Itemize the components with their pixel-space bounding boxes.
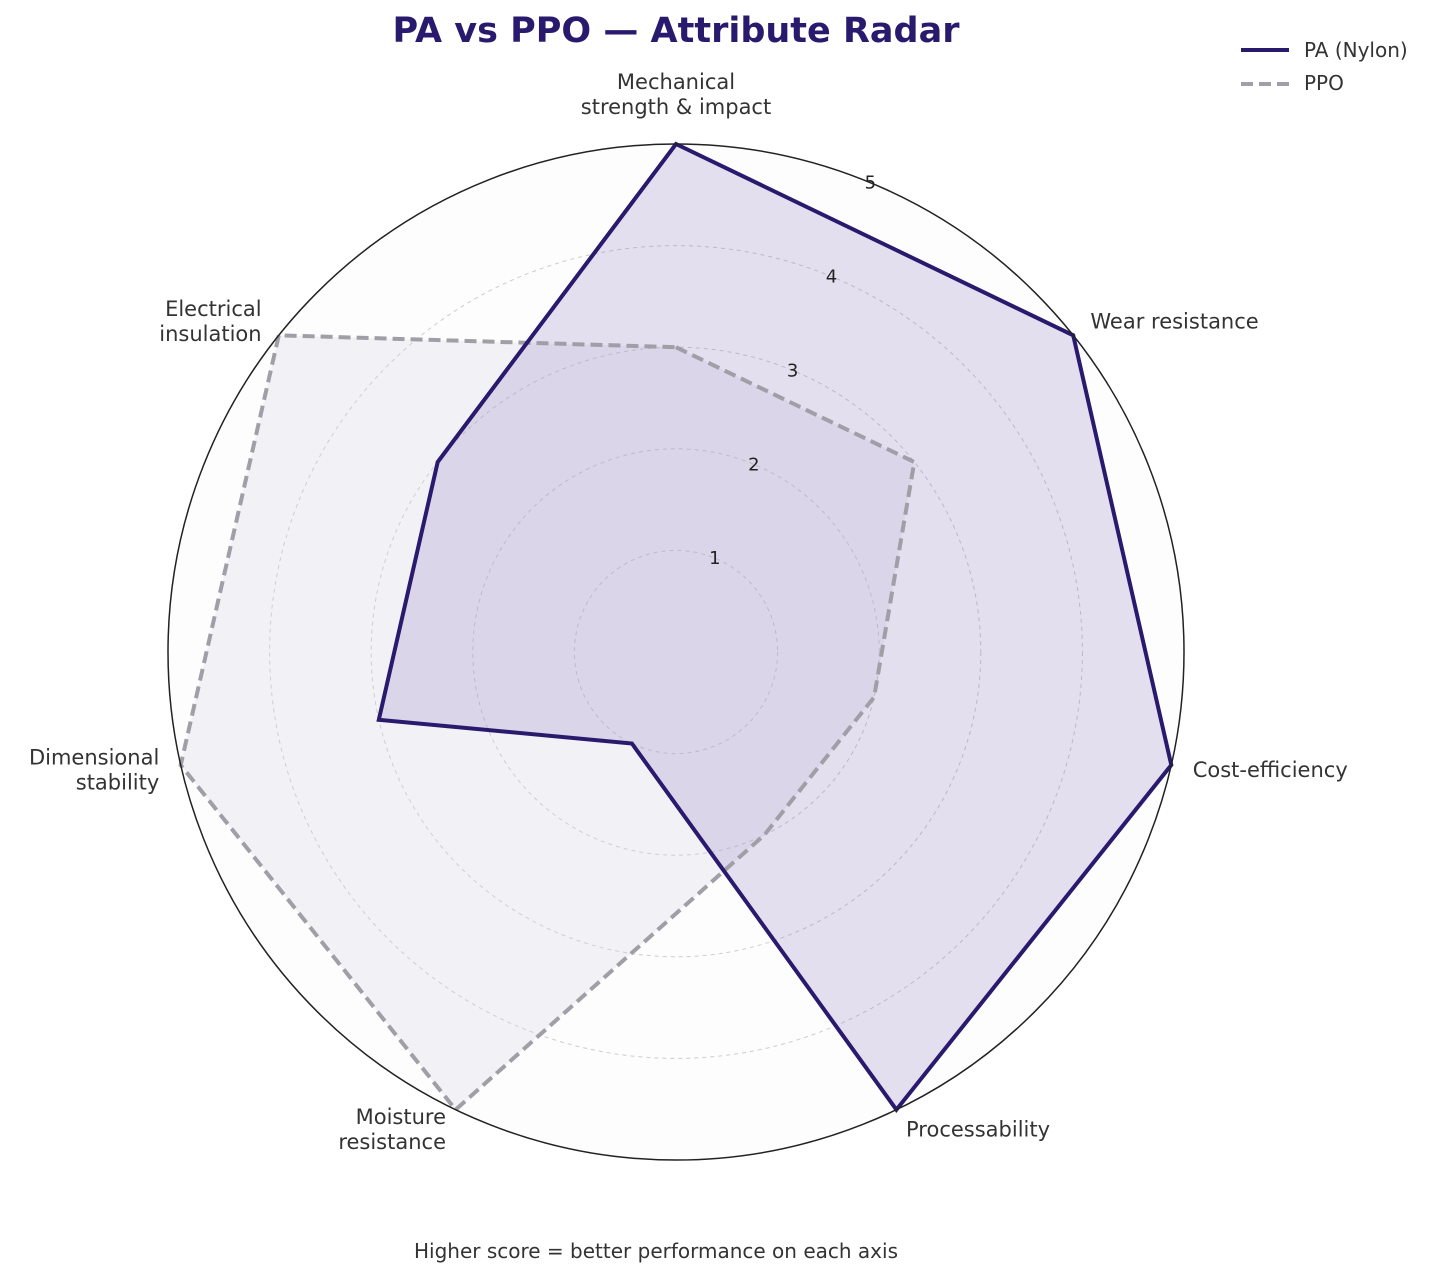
tick-label-2: 2: [748, 454, 759, 475]
outer-circle: [167, 143, 1185, 1161]
series-fill-pa: [378, 144, 1172, 1110]
chart-title: PA vs PPO — Attribute Radar: [393, 11, 961, 51]
series-line-pa: [376, 141, 1174, 1114]
series-line-ppo: [178, 333, 917, 1113]
legend-label-pa: PA (Nylon): [1304, 38, 1408, 62]
axis-label-1: Wear resistance: [1090, 310, 1258, 334]
grid-ring-1: [573, 549, 779, 755]
series-fill-ppo: [180, 335, 915, 1110]
plot-background: [168, 144, 1184, 1160]
axis-labels: Mechanical strength & impact Wear resistan…: [29, 70, 1348, 1154]
grid-ring-2: [472, 448, 880, 856]
axis-label-5: Dimensional stability: [29, 745, 159, 794]
axis-label-3: Processability: [906, 1118, 1050, 1142]
tick-label-1: 1: [709, 548, 720, 569]
tick-label-5: 5: [865, 173, 876, 194]
legend-label-ppo: PPO: [1304, 71, 1344, 95]
axis-label-0: Mechanical strength & impact: [581, 70, 771, 119]
chart-caption: Higher score = better performance on eac…: [414, 1239, 898, 1263]
axis-label-6: Electrical insulation: [159, 297, 261, 346]
axis-label-2: Cost-efficiency: [1193, 758, 1348, 782]
tick-label-3: 3: [787, 360, 798, 381]
legend: PA (Nylon) PPO: [1241, 38, 1408, 95]
grid-ring-4: [269, 245, 1083, 1059]
tick-label-4: 4: [826, 267, 837, 288]
axis-label-4: Moisture resistance: [338, 1105, 446, 1154]
radial-tick-labels: 1 2 3 4 5: [709, 173, 876, 569]
series-lines: [178, 141, 1174, 1114]
series-fills: [180, 144, 1172, 1110]
